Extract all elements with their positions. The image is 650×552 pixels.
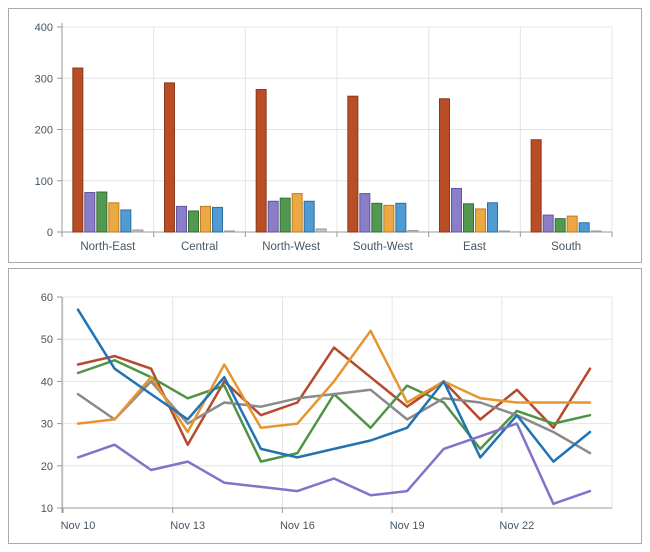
bar-rust	[439, 98, 450, 233]
bar-purple	[84, 192, 96, 233]
bar-gray	[132, 229, 144, 233]
bar-green	[554, 218, 566, 233]
x-category-label: South	[551, 241, 581, 253]
bar-chart-panel: 0 100 200 300 400 North-East Central North-West…	[8, 8, 642, 263]
y-tick-label: 30	[41, 419, 53, 431]
y-tick-label: 100	[35, 176, 53, 188]
x-tick-label: Nov 22	[499, 520, 534, 532]
bar-gray	[499, 230, 510, 233]
bar-orange	[383, 204, 395, 233]
y-tick-label: 10	[41, 503, 53, 515]
bar-green	[371, 202, 383, 233]
x-category-label: Central	[181, 241, 218, 253]
bar-rust	[530, 139, 542, 233]
y-tick-label: 20	[41, 461, 53, 473]
bar-green	[279, 197, 291, 233]
x-category-label: North-East	[80, 241, 136, 253]
bar-green	[188, 210, 199, 233]
y-tick-label: 200	[35, 125, 53, 137]
bar-blue	[212, 206, 223, 233]
x-category-label: South-West	[353, 241, 414, 253]
bar-blue	[120, 209, 132, 233]
bar-rust	[255, 89, 267, 233]
line-series-blue	[76, 308, 592, 463]
bar-blue	[303, 200, 315, 233]
line-chart-panel: 10 20 30 40 50 60 Nov 10 Nov 13 Nov 16 Nov 19 Nov …	[8, 268, 642, 544]
bar-gray	[315, 228, 327, 233]
line-series-orange	[76, 329, 592, 434]
x-tick-label: Nov 13	[170, 520, 205, 532]
bar-orange	[291, 193, 303, 233]
bar-green	[96, 191, 108, 233]
bar-orange	[108, 202, 120, 233]
x-tick-label: Nov 10	[61, 520, 96, 532]
y-tick-label: 300	[35, 73, 53, 85]
bar-blue	[395, 202, 407, 233]
bar-rust	[72, 67, 84, 233]
bar-rust	[347, 95, 359, 233]
bar-gray	[224, 230, 235, 233]
bar-orange	[200, 205, 211, 233]
bar-purple	[267, 200, 279, 233]
bar-gray	[590, 230, 602, 233]
bar-orange	[475, 208, 486, 233]
y-tick-label: 40	[41, 376, 53, 388]
y-tick-label: 60	[41, 292, 53, 304]
y-tick-label: 0	[47, 227, 53, 239]
bar-orange	[566, 215, 578, 233]
x-category-label: North-West	[262, 241, 321, 253]
bar-purple	[542, 214, 554, 233]
bar-gray	[407, 229, 419, 233]
x-tick-label: Nov 19	[390, 520, 425, 532]
y-tick-label: 400	[35, 22, 53, 34]
bar-blue	[578, 222, 590, 233]
bar-green	[463, 203, 474, 233]
bar-purple	[176, 205, 187, 233]
line-series-purple	[76, 422, 592, 506]
line-chart: 10 20 30 40 50 60 Nov 10 Nov 13 Nov 16 Nov 19 Nov …	[41, 292, 613, 532]
bar-purple	[451, 187, 462, 233]
bar-chart: 0 100 200 300 400 North-East Central North-West…	[35, 22, 613, 253]
bar-blue	[487, 202, 498, 233]
x-category-label: East	[463, 241, 487, 253]
bar-purple	[359, 193, 371, 233]
x-tick-label: Nov 16	[280, 520, 315, 532]
y-tick-label: 50	[41, 334, 53, 346]
bar-rust	[164, 82, 175, 233]
